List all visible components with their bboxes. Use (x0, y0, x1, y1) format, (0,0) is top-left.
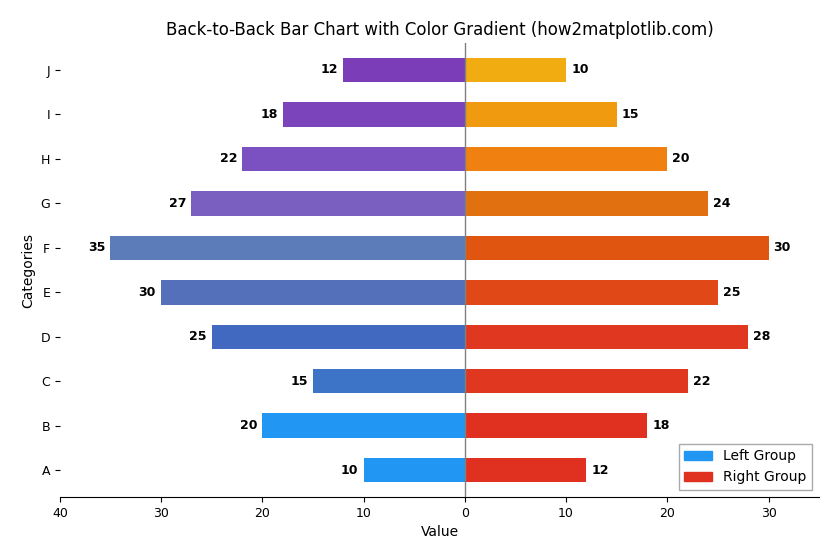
Bar (465, 147, 667, 171)
Title: Back-to-Back Bar Chart with Color Gradient (how2matplotlib.com): Back-to-Back Bar Chart with Color Gradie… (165, 21, 713, 39)
Text: 18: 18 (260, 108, 277, 121)
Text: 24: 24 (713, 197, 730, 210)
Text: 22: 22 (693, 375, 710, 388)
Text: 12: 12 (321, 63, 339, 76)
Text: 30: 30 (774, 241, 791, 254)
Text: 15: 15 (291, 375, 308, 388)
Text: 27: 27 (169, 197, 186, 210)
Y-axis label: Categories: Categories (21, 232, 34, 307)
Text: 20: 20 (672, 152, 690, 165)
Bar (344, 58, 465, 82)
Legend: Left Group, Right Group: Left Group, Right Group (679, 444, 812, 490)
Bar (465, 102, 617, 127)
Bar (465, 280, 718, 305)
Bar (313, 369, 465, 394)
X-axis label: Value: Value (421, 525, 459, 539)
Bar (465, 58, 566, 82)
Text: 25: 25 (723, 286, 741, 299)
Text: 10: 10 (571, 63, 589, 76)
Text: 12: 12 (591, 464, 609, 477)
Bar (465, 236, 769, 260)
Bar (282, 102, 465, 127)
Text: 20: 20 (239, 419, 257, 432)
Bar (465, 324, 748, 349)
Bar (192, 191, 465, 216)
Bar (212, 324, 465, 349)
Text: 18: 18 (652, 419, 669, 432)
Bar (465, 458, 586, 482)
Bar (262, 413, 465, 438)
Bar (111, 236, 465, 260)
Bar (465, 369, 688, 394)
Bar (465, 191, 708, 216)
Bar (161, 280, 465, 305)
Bar (465, 413, 647, 438)
Text: 10: 10 (341, 464, 359, 477)
Text: 25: 25 (189, 330, 207, 343)
Bar (242, 147, 465, 171)
Text: 35: 35 (88, 241, 105, 254)
Text: 15: 15 (622, 108, 639, 121)
Text: 22: 22 (219, 152, 237, 165)
Text: 28: 28 (753, 330, 771, 343)
Text: 30: 30 (139, 286, 156, 299)
Bar (364, 458, 465, 482)
